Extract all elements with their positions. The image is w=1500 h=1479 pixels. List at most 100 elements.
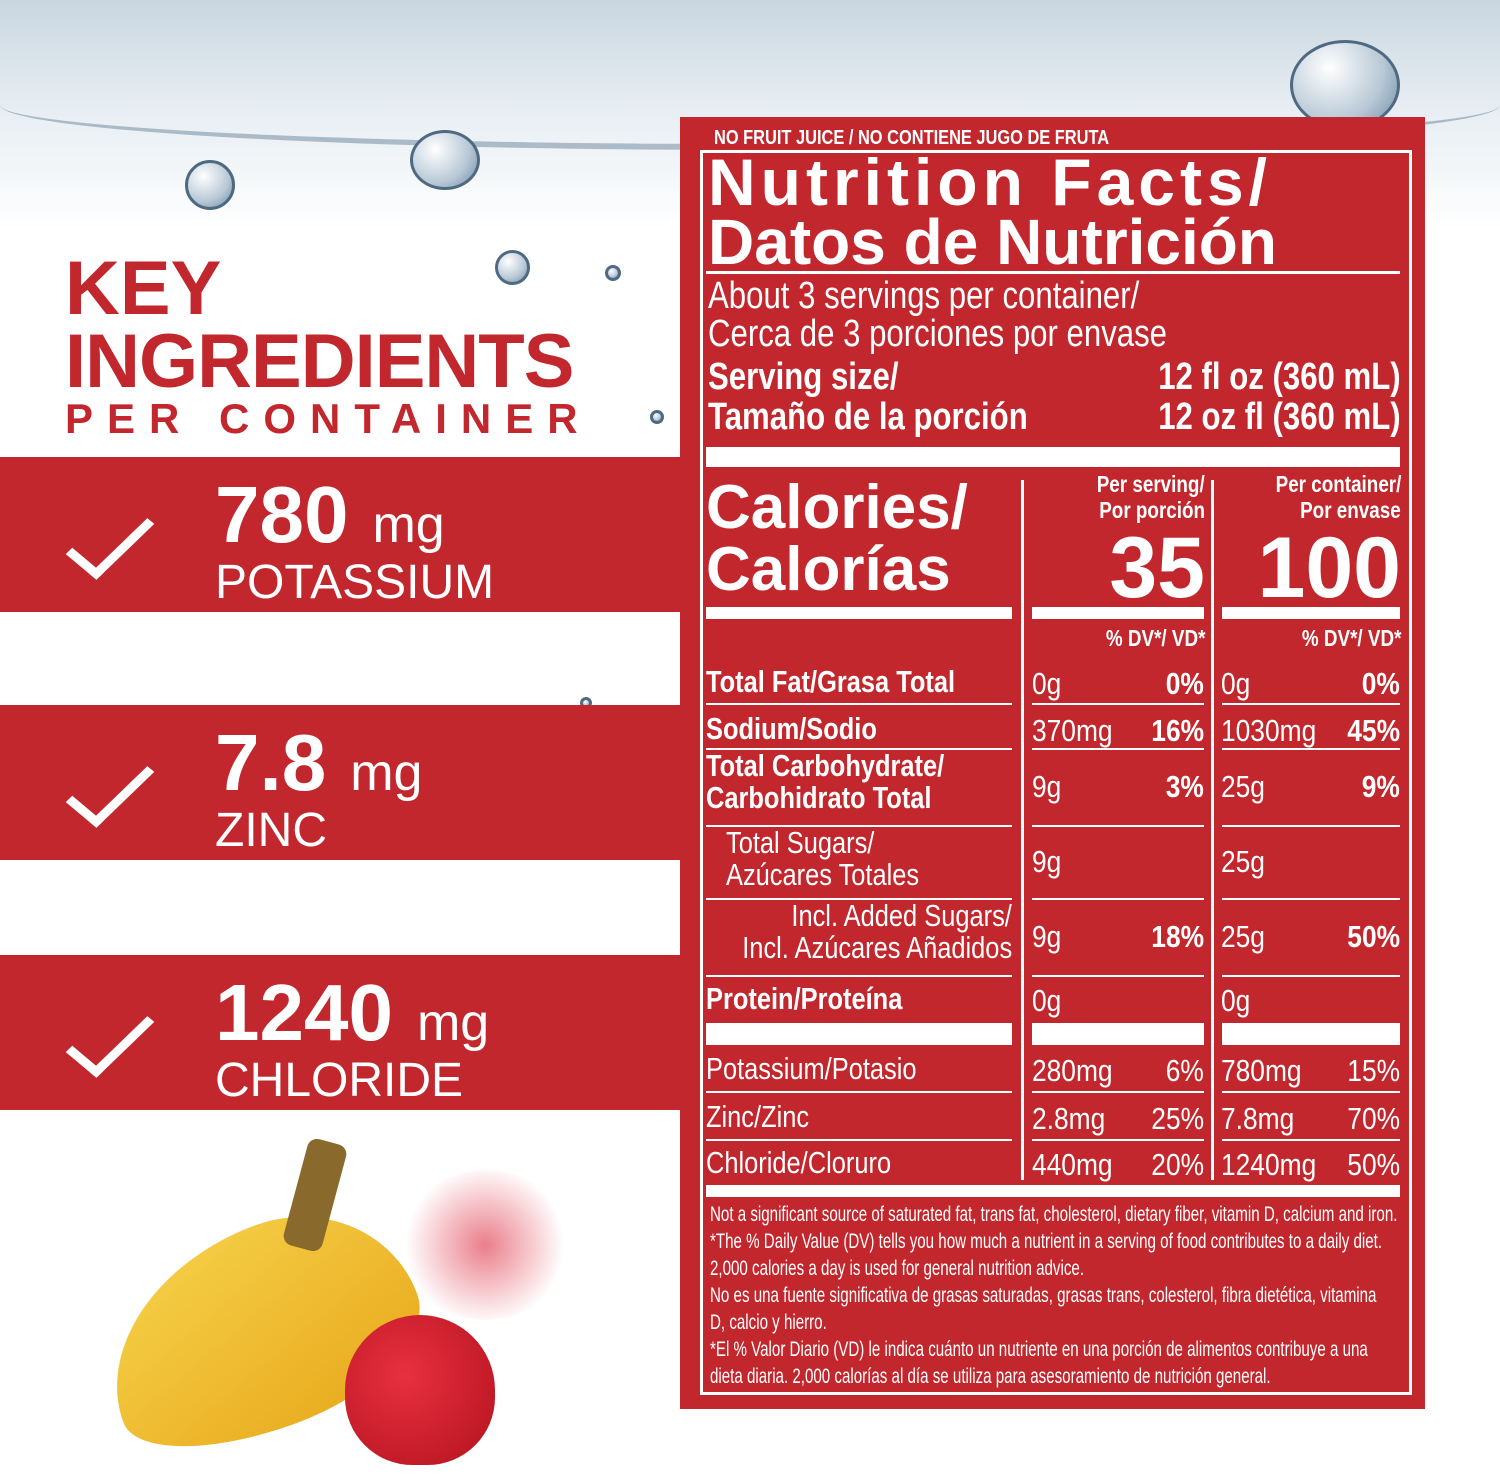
per-serving-dv: 0%	[1165, 666, 1204, 701]
per-serving-dv: 25%	[1151, 1101, 1204, 1136]
per-container-amount: 0g	[1221, 983, 1251, 1018]
nutrient-row: Sodium/Sodio 370mg 16% 1030mg 45%	[706, 707, 1400, 750]
nutrient-row: Total Sugars/Azúcares Totales 9g 25g	[706, 827, 1400, 900]
row-divider	[1222, 748, 1400, 750]
calories-divider	[706, 607, 1012, 619]
per-container-dv: 45%	[1347, 713, 1400, 748]
key-ingredients-title-1: KEY	[65, 246, 222, 331]
dv-header: % DV*/ VD*	[1105, 625, 1205, 651]
row-divider	[706, 898, 1012, 900]
key-ingredients-title-2: INGREDIENTS	[65, 319, 574, 404]
nutrient-label: Incl. Added Sugars/Incl. Azúcares Añadid…	[683, 900, 1012, 964]
per-serving-dv: 3%	[1165, 768, 1204, 804]
row-divider	[706, 1091, 1012, 1093]
ingredient-name: CHLORIDE	[215, 1054, 464, 1107]
footnote: dieta diaria. 2,000 calorías al día se u…	[710, 1365, 1271, 1388]
per-serving-amount: 0g	[1032, 983, 1062, 1018]
per-container-dv: 50%	[1347, 1147, 1400, 1182]
serving-size-label-es: Tamaño de la porción	[708, 396, 1028, 438]
per-serving-amount: 440mg	[1032, 1147, 1113, 1182]
per-container-amount: 7.8mg	[1221, 1101, 1295, 1136]
footnote: *The % Daily Value (DV) tells you how mu…	[710, 1230, 1383, 1253]
thick-divider	[706, 447, 1400, 467]
row-divider	[1032, 825, 1204, 827]
nutrient-label: Potassium/Potasio	[706, 1053, 963, 1085]
label-line: Total Carbohydrate/	[706, 748, 945, 783]
label-line: Azúcares Totales	[726, 857, 920, 892]
row-divider	[1222, 703, 1400, 705]
nutrient-label: Chloride/Cloruro	[706, 1147, 932, 1179]
calories-divider	[1222, 607, 1400, 619]
nutrient-row: Potassium/Potasio 280mg 6% 780mg 15%	[706, 1047, 1400, 1093]
title-text: Datos de Nutrición	[708, 206, 1277, 278]
per-container-dv: 9%	[1361, 768, 1400, 804]
per-serving-dv: 6%	[1165, 1053, 1204, 1088]
ingredient-amount: 7.8	[215, 718, 327, 807]
label-line: Total Sugars/	[726, 825, 875, 860]
thick-divider	[706, 1023, 1012, 1045]
per-container-amount: 25g	[1221, 768, 1265, 804]
per-container-amount: 25g	[1221, 918, 1265, 954]
row-divider	[1222, 1091, 1400, 1093]
footnote: No es una fuente significativa de grasas…	[710, 1284, 1377, 1307]
check-icon	[65, 746, 155, 828]
ingredient-potassium: 780 mg POTASSIUM	[0, 457, 680, 612]
row-divider	[1222, 825, 1400, 827]
row-divider	[1222, 1139, 1400, 1141]
ingredient-name: ZINC	[215, 804, 327, 857]
per-serving-amount: 2.8mg	[1032, 1101, 1106, 1136]
label-line: Total Fat/Grasa Total	[706, 664, 956, 699]
thick-divider	[1222, 1023, 1400, 1045]
per-container-amount: 25g	[1221, 843, 1265, 879]
row-divider	[1032, 1139, 1204, 1141]
ingredient-zinc: 7.8 mg ZINC	[0, 705, 680, 860]
divider	[706, 271, 1400, 274]
per-serving-amount: 9g	[1032, 843, 1062, 879]
column-divider	[1211, 480, 1214, 1180]
nutrient-label: Total Fat/Grasa Total	[706, 666, 1010, 698]
label-line: Zinc/Zinc	[706, 1099, 810, 1134]
per-serving-amount: 0g	[1032, 666, 1062, 701]
dv-header: % DV*/ VD*	[1301, 625, 1401, 651]
per-container-dv: 15%	[1347, 1053, 1400, 1088]
label-frame	[700, 150, 1412, 1395]
per-serving-dv: 20%	[1151, 1147, 1204, 1182]
per-container-calories: 100	[1257, 520, 1402, 616]
row-divider	[1032, 748, 1204, 750]
row-divider	[1032, 703, 1204, 705]
ingredient-unit: mg	[372, 496, 445, 554]
row-divider	[1032, 898, 1204, 900]
row-divider	[706, 1139, 1012, 1141]
servings-per-container: About 3 servings per container/	[708, 275, 1140, 317]
row-divider	[706, 825, 1012, 827]
nutrient-label: Zinc/Zinc	[706, 1101, 832, 1133]
nutrient-row: Protein/Proteína 0g 0g	[706, 977, 1400, 1023]
label-line: Incl. Added Sugars/	[791, 898, 1012, 933]
nutrient-row: Total Carbohydrate/Carbohidrato Total 9g 3…	[706, 750, 1400, 827]
servings-per-container-es: Cerca de 3 porciones por envase	[708, 313, 1168, 355]
ingredient-amount: 1240	[215, 968, 393, 1057]
label-line: Carbohidrato Total	[706, 780, 932, 815]
bubble	[650, 410, 664, 424]
thick-divider	[1032, 1023, 1204, 1045]
per-serving-calories: 35	[1109, 520, 1205, 616]
nutrient-row: Chloride/Cloruro 440mg 20% 1240mg 50%	[706, 1141, 1400, 1185]
per-container-amount: 1030mg	[1221, 713, 1317, 748]
per-container-dv: 70%	[1347, 1101, 1400, 1136]
footnotes: Not a significant source of saturated fa…	[710, 1201, 1500, 1390]
footnote: 2,000 calories a day is used for general…	[710, 1257, 1085, 1280]
per-serving-amount: 9g	[1032, 768, 1062, 804]
per-container-dv: 50%	[1347, 918, 1400, 954]
title-text: Nutrition Facts/	[708, 145, 1273, 219]
nutrient-label: Protein/Proteína	[706, 983, 945, 1015]
calories-label: Calories/Calorías	[706, 473, 968, 604]
footnote: *El % Valor Diario (VD) le indica cuánto…	[710, 1338, 1368, 1361]
key-ingredients-subtitle: PER CONTAINER	[65, 395, 592, 442]
serving-size-value-es: 12 oz fl (360 mL)	[1158, 396, 1401, 438]
per-container-amount: 0g	[1221, 666, 1251, 701]
per-serving-dv: 16%	[1151, 713, 1204, 748]
bubble	[185, 160, 235, 210]
check-icon	[65, 996, 155, 1078]
nutrient-row: Incl. Added Sugars/Incl. Azúcares Añadid…	[706, 900, 1400, 977]
label-line: Potassium/Potasio	[706, 1051, 917, 1086]
